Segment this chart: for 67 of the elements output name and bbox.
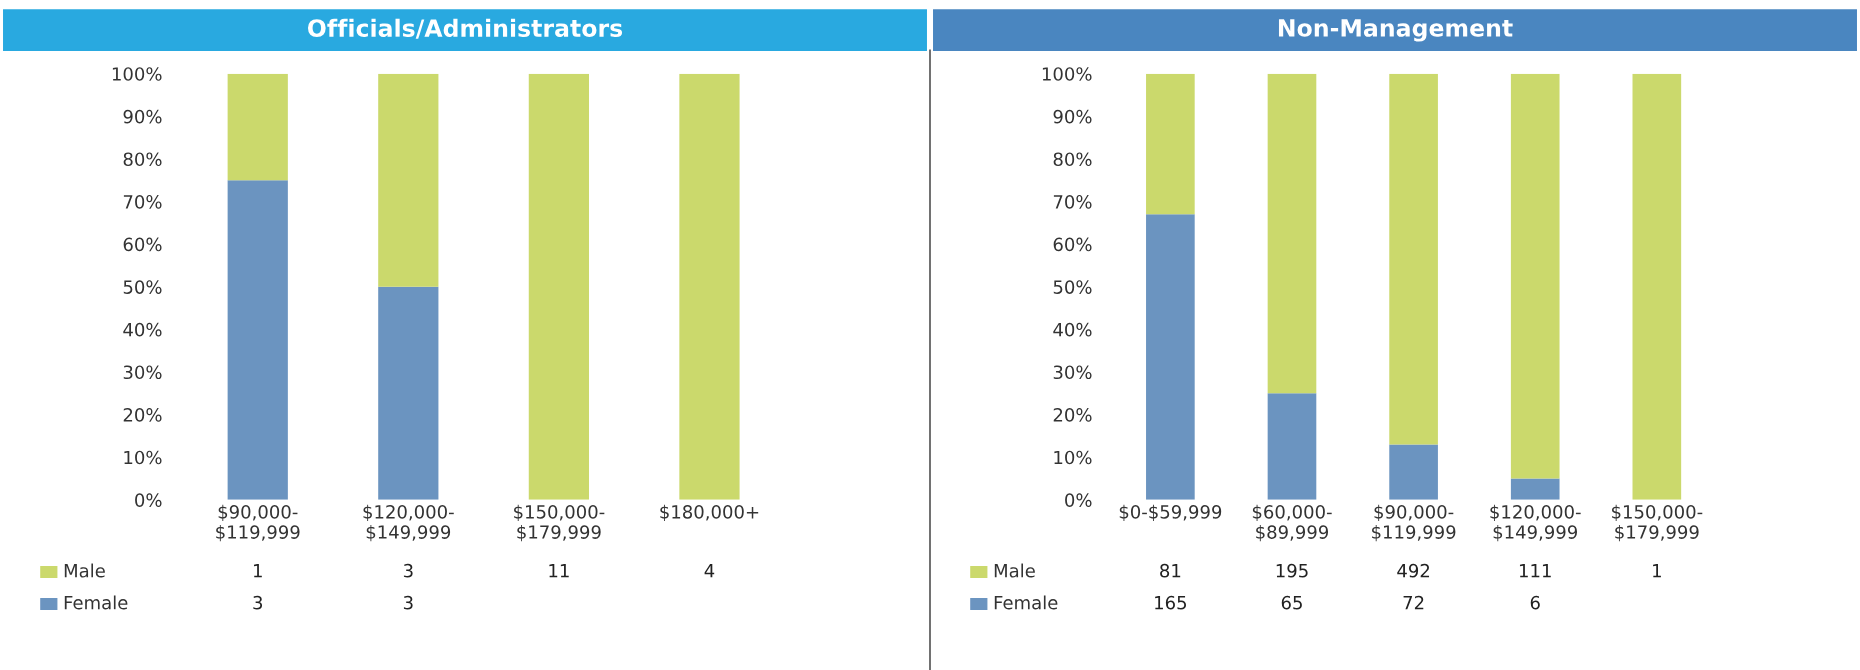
y-tick-label: 100% [112, 67, 162, 81]
y-tick-label: 80% [1053, 152, 1092, 167]
y-tick-label: 60% [1053, 237, 1092, 252]
x-tick-label: $120,000- $149,999 [363, 504, 454, 542]
bar [1146, 73, 1195, 215]
bar [378, 73, 439, 287]
bar [378, 286, 439, 500]
text: 111 [1519, 564, 1551, 578]
x-tick-label: $0-$59,999 [1119, 504, 1222, 522]
x-tick-label: $180,000+ [660, 504, 759, 522]
text: 11 [549, 564, 569, 578]
bar [1510, 73, 1560, 479]
bar [1389, 444, 1438, 500]
text: 3 [403, 595, 413, 610]
y-tick-label: 70% [123, 195, 162, 209]
bar [528, 73, 589, 500]
bar [1389, 73, 1438, 445]
y-tick-label: 30% [123, 365, 162, 380]
text: 1 [1653, 564, 1661, 578]
y-tick-label: 70% [1053, 195, 1092, 209]
y-tick-label: 0% [1065, 493, 1092, 507]
legend-label: Male [994, 563, 1035, 578]
bar [1632, 73, 1682, 500]
y-tick-label: 40% [1053, 322, 1092, 337]
text: 492 [1397, 563, 1430, 578]
bar [227, 180, 288, 500]
text: 4 [704, 564, 715, 578]
y-tick-label: 40% [123, 322, 162, 337]
text: 3 [403, 563, 413, 578]
text: 81 [1160, 563, 1181, 578]
text: 3 [253, 595, 263, 610]
x-tick-label: $150,000- $179,999 [1612, 504, 1703, 542]
y-tick-label: 90% [1053, 109, 1092, 124]
y-tick-label: 50% [1053, 280, 1092, 294]
y-tick-label: 20% [123, 408, 162, 422]
chart-title: Non-Management [1278, 19, 1513, 42]
x-tick-label: $150,000- $179,999 [514, 504, 605, 542]
y-tick-label: 30% [1053, 365, 1092, 380]
text: 65 [1281, 595, 1302, 610]
x-tick-label: $90,000- $119,999 [216, 504, 300, 542]
bar [1146, 214, 1195, 500]
y-tick-label: 100% [1042, 67, 1092, 81]
bar [679, 73, 740, 500]
text: 72 [1403, 595, 1424, 610]
y-tick-label: 90% [123, 109, 162, 124]
x-tick-label: $120,000- $149,999 [1490, 504, 1581, 542]
text: 1 [253, 564, 262, 578]
bar [1267, 393, 1317, 500]
y-tick-label: 0% [135, 493, 162, 507]
legend-label: Female [64, 595, 128, 610]
text: 195 [1276, 563, 1308, 578]
bar [227, 73, 288, 181]
bar [1510, 478, 1560, 500]
text: 6 [1530, 595, 1540, 610]
legend-label: Male [64, 563, 105, 578]
y-tick-label: 20% [1053, 408, 1092, 422]
legend-label: Female [994, 595, 1058, 610]
y-tick-label: 10% [1054, 450, 1092, 465]
x-tick-label: $60,000- $89,999 [1252, 504, 1332, 542]
y-tick-label: 60% [123, 237, 162, 252]
y-tick-label: 10% [124, 450, 162, 465]
x-tick-label: $90,000- $119,999 [1372, 504, 1456, 542]
y-tick-label: 50% [123, 280, 162, 294]
text: 165 [1155, 595, 1187, 610]
bar [1267, 73, 1317, 394]
chart-title: Officials/Administrators [307, 18, 623, 39]
y-tick-label: 80% [123, 152, 162, 167]
